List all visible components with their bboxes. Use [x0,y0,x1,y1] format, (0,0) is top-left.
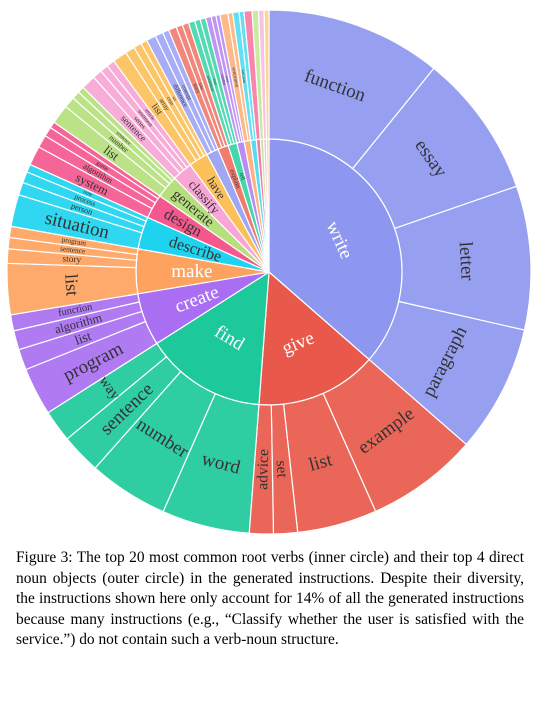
figure-caption: Figure 3: The top 20 most common root ve… [16,548,524,651]
sunburst-svg: writefunctionessayletterparagraphgiveexa… [0,0,539,540]
sunburst-chart: write function essay letter paragraph give exa… [0,0,539,540]
object-label-list-4-0: list [61,273,82,296]
object-label-story-4-1: story [62,254,82,265]
verb-label-make: make [171,261,212,282]
object-label-advice-1-3: advice [254,449,272,490]
object-label-set-1-2: set [272,460,290,479]
object-label-letter-0-2: letter [455,241,478,282]
